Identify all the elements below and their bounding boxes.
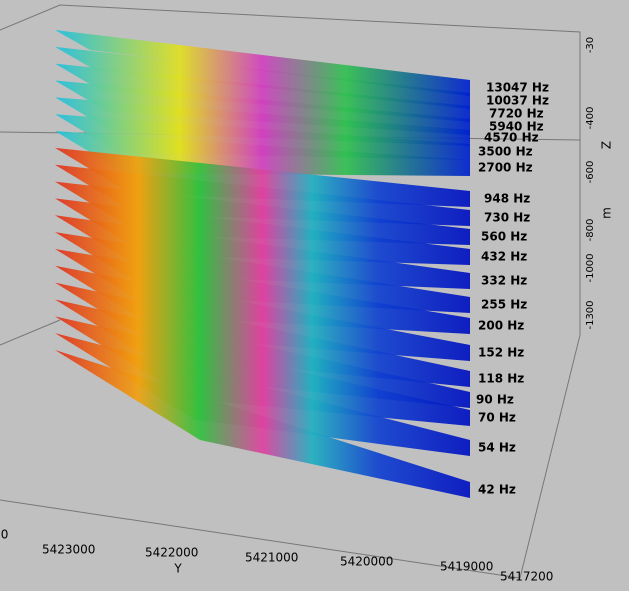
z-axis-unit: m: [600, 207, 614, 219]
frequency-label: 560 Hz: [481, 230, 527, 244]
y-tick-label: 5417200: [500, 570, 553, 584]
frequency-label: 4570 Hz: [484, 131, 539, 145]
frequency-label: 332 Hz: [481, 274, 527, 288]
frequency-label: 13047 Hz: [486, 81, 549, 95]
frequency-label: 255 Hz: [481, 298, 527, 312]
frequency-label: 70 Hz: [478, 411, 516, 425]
z-tick-label: -30: [585, 37, 596, 53]
z-tick-label: -600: [585, 161, 596, 184]
frequency-label: 90 Hz: [476, 393, 514, 407]
y-tick-label: 5424000: [0, 528, 8, 542]
visualization: 13047 Hz10037 Hz7720 Hz5940 Hz4570 Hz350…: [0, 0, 629, 591]
z-tick-label: -1300: [585, 300, 596, 329]
frequency-label: 432 Hz: [481, 250, 527, 264]
frequency-label: 118 Hz: [478, 372, 524, 386]
frequency-label: 3500 Hz: [478, 145, 533, 159]
frequency-label: 2700 Hz: [478, 161, 533, 175]
frequency-label: 152 Hz: [478, 346, 524, 360]
frequency-label: 730 Hz: [484, 211, 530, 225]
frequency-label: 10037 Hz: [486, 94, 549, 108]
frequency-label: 42 Hz: [478, 483, 516, 497]
frequency-label: 200 Hz: [478, 319, 524, 333]
y-tick-label: 5422000: [145, 546, 198, 560]
z-tick-label: -400: [585, 107, 596, 130]
z-tick-label: -800: [585, 219, 596, 242]
y-tick-label: 5420000: [340, 555, 393, 569]
frequency-label: 54 Hz: [478, 441, 516, 455]
y-axis-title: Y: [173, 562, 182, 576]
z-axis-title: Z: [600, 141, 614, 149]
y-tick-label: 5423000: [42, 543, 95, 557]
y-tick-label: 5421000: [245, 551, 298, 565]
y-tick-label: 5419000: [440, 560, 493, 574]
frequency-label: 7720 Hz: [489, 107, 544, 121]
z-tick-label: -1000: [585, 253, 596, 282]
frequency-label: 948 Hz: [484, 192, 530, 206]
